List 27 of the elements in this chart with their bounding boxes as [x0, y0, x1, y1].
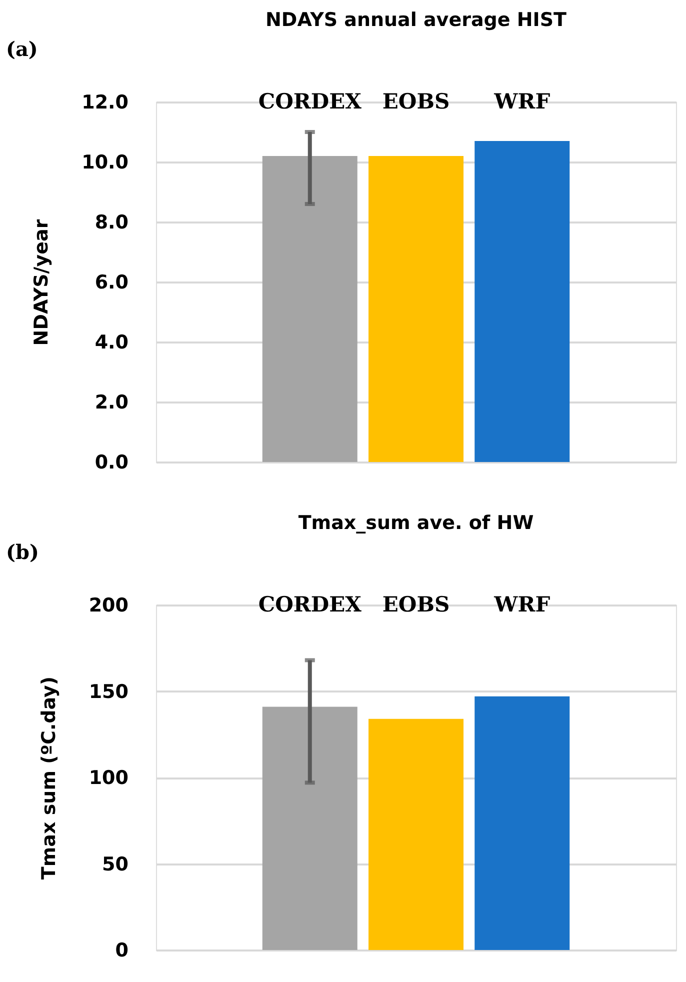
text: (a)	[6, 37, 38, 61]
chart-title: Tmax_sum ave. of HW	[298, 512, 534, 534]
y-tick-label: 12.0	[82, 92, 128, 114]
y-tick-label: 6.0	[94, 272, 128, 294]
x-tick-label: EOBS	[382, 592, 450, 616]
y-tick-label: 4.0	[94, 332, 128, 354]
bar	[262, 706, 358, 950]
bar	[474, 696, 570, 950]
x-tick-label: WRF	[493, 88, 550, 114]
x-tick-label: WRF	[493, 592, 550, 616]
bar	[368, 718, 464, 950]
text: (b)	[6, 540, 39, 564]
y-tick-label: 200	[88, 594, 128, 616]
y-tick-label: 50	[102, 853, 128, 876]
x-tick-label: CORDEX	[258, 88, 362, 114]
x-tick-label: CORDEX	[258, 592, 362, 616]
y-tick-label: 100	[88, 767, 128, 789]
y-axis-title: Tmax sum (ºC.day)	[38, 676, 60, 880]
y-tick-label: 2.0	[94, 392, 128, 414]
y-axis-title: NDAYS/year	[30, 218, 53, 346]
y-tick-label: 0	[115, 940, 128, 962]
x-tick-label: EOBS	[382, 88, 450, 114]
y-tick-label: 10.0	[82, 152, 128, 174]
y-tick-label: 8.0	[94, 212, 128, 234]
y-tick-label: 0.0	[94, 452, 128, 474]
chart-title: NDAYS annual average HIST	[266, 9, 567, 31]
y-tick-label: 150	[88, 680, 128, 703]
